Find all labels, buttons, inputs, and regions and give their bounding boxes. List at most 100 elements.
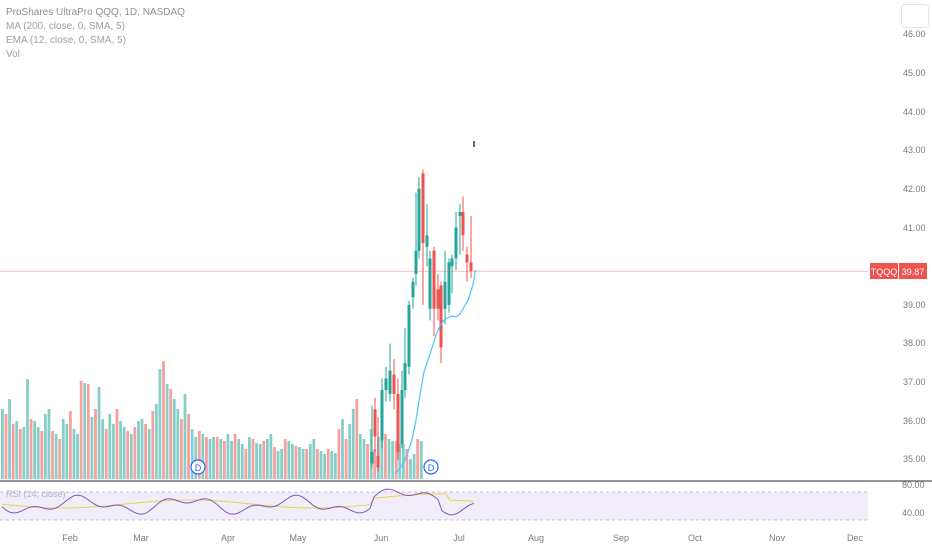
candle	[411, 277, 415, 309]
candle	[392, 359, 396, 410]
volume-bar	[233, 434, 237, 479]
volume-bar	[1, 409, 4, 479]
volume-bar	[255, 443, 258, 479]
chart-settings-button[interactable]	[901, 4, 929, 28]
ema-line	[395, 269, 477, 474]
price-tick-label: 38.00	[903, 338, 926, 348]
volume-bar	[26, 379, 29, 479]
time-tick-label: Jul	[453, 533, 465, 543]
volume-bar	[265, 439, 269, 479]
volume-bar	[384, 434, 387, 479]
volume-bar	[65, 424, 69, 479]
volume-bar	[405, 449, 409, 479]
volume-bar	[215, 437, 219, 479]
volume-bar	[298, 447, 301, 479]
rsi-tick-label: 80.00	[902, 480, 925, 490]
volume-bar	[180, 419, 183, 479]
volume-bar	[373, 449, 377, 479]
volume-bar	[165, 384, 169, 479]
volume-bar	[76, 434, 79, 479]
volume-bar	[280, 449, 284, 479]
time-axis[interactable]: Feb Mar Apr May Jun Jul Aug Sep Oct Nov Dec	[62, 533, 863, 543]
rsi-ma-line	[1, 493, 475, 509]
candle	[380, 378, 384, 449]
volume-bar	[162, 361, 165, 479]
candle	[403, 328, 407, 398]
time-tick-label: Aug	[528, 533, 544, 543]
volume-bar	[47, 409, 51, 479]
volume-bar	[137, 421, 140, 479]
candle	[443, 250, 447, 325]
legend-ma[interactable]: MA (200, close, 0, SMA, 5)	[6, 21, 125, 32]
volume-bar	[240, 444, 244, 479]
candle	[396, 378, 400, 460]
candle	[414, 192, 418, 286]
candle	[465, 246, 469, 282]
volume-bar	[83, 383, 87, 479]
candle	[436, 273, 440, 321]
volume-bar	[273, 447, 276, 479]
volume-bar	[391, 441, 395, 479]
volume-bar	[341, 419, 344, 479]
volume-bar	[144, 424, 147, 479]
volume-bar	[323, 454, 326, 479]
dividend-marker[interactable]: D	[190, 459, 206, 475]
legend-vol[interactable]: Vol	[6, 49, 20, 60]
price-tag-value: 39.87	[902, 267, 925, 277]
volume-bar	[401, 444, 405, 479]
candle	[407, 301, 411, 375]
volume-bar	[97, 387, 101, 479]
volume-bar	[140, 419, 144, 479]
volume-bar	[305, 449, 309, 479]
candle	[376, 417, 380, 472]
volume-bar	[208, 439, 212, 479]
volume-bar	[359, 434, 362, 479]
volume-bar	[169, 389, 173, 479]
volume-bar	[8, 399, 11, 479]
volume-bar	[104, 429, 108, 479]
time-tick-label: Nov	[769, 533, 786, 543]
volume-bar	[348, 424, 352, 479]
volume-bar	[269, 434, 273, 479]
candle	[461, 196, 465, 251]
volume-bar	[283, 439, 287, 479]
volume-bar	[276, 451, 280, 479]
volume-bar	[205, 437, 208, 479]
volume-bar	[362, 439, 366, 479]
legend-title[interactable]: ProShares UltraPro QQQ, 1D, NASDAQ	[6, 7, 185, 18]
volume-bar	[287, 441, 291, 479]
price-tick-label: 35.00	[903, 454, 926, 464]
volume-bar	[190, 429, 194, 479]
price-tag-symbol: TQQQ	[871, 267, 898, 277]
price-axis[interactable]: 46.00 45.00 44.00 43.00 42.00 41.00 39.00 38.00…	[903, 29, 926, 464]
volume-bar	[115, 409, 119, 479]
volume-bar	[244, 449, 248, 479]
volume-bar	[72, 429, 76, 479]
volume-bar	[36, 427, 40, 479]
price-tag: TQQQ 39.87	[870, 263, 927, 279]
volume-bars	[1, 361, 423, 479]
volume-bar	[122, 427, 126, 479]
candle	[384, 366, 388, 402]
volume-bar	[212, 437, 216, 479]
volume-bar	[251, 439, 255, 479]
volume-bar	[133, 427, 137, 479]
dividend-marker[interactable]: D	[423, 459, 439, 475]
volume-bar	[22, 427, 26, 479]
volume-bar	[394, 441, 398, 479]
candle	[373, 397, 377, 452]
price-tick-label: 37.00	[903, 377, 926, 387]
volume-bar	[111, 424, 115, 479]
volume-bar	[183, 394, 187, 479]
price-tick-label: 43.00	[903, 145, 926, 155]
volume-bar	[387, 439, 391, 479]
volume-bar	[416, 439, 420, 479]
volume-bar	[380, 431, 384, 479]
volume-bar	[90, 417, 94, 479]
time-tick-label: Feb	[62, 533, 78, 543]
rsi-label: RSI (14, close)	[6, 489, 66, 499]
legend-ema[interactable]: EMA (12, close, 0, SMA, 5)	[6, 35, 127, 46]
volume-bar	[230, 441, 233, 479]
